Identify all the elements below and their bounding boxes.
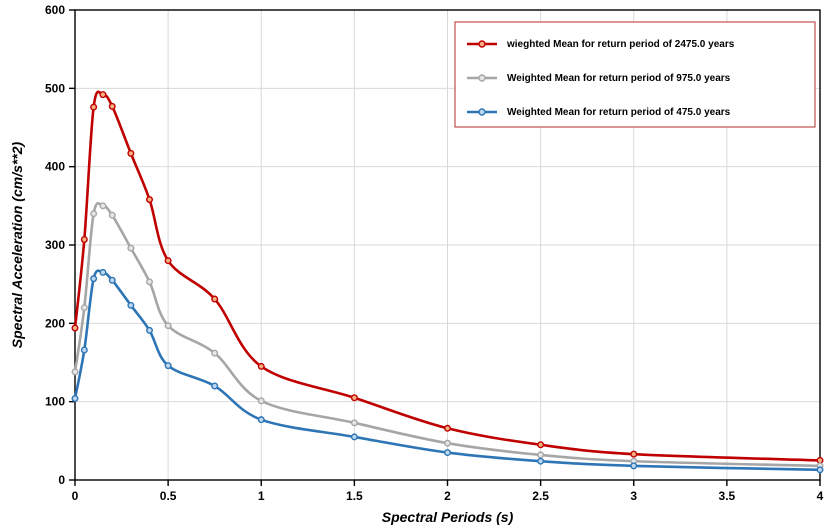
x-tick-label: 1.5 [346, 489, 363, 503]
series-marker-rp475 [445, 450, 451, 456]
legend-label-rp475: Weighted Mean for return period of 475.0… [507, 107, 731, 118]
series-marker-rp2475 [165, 258, 171, 264]
series-marker-rp475 [128, 303, 134, 309]
y-tick-label: 300 [45, 238, 65, 252]
series-marker-rp975 [445, 440, 451, 446]
series-marker-rp975 [100, 203, 106, 209]
series-marker-rp2475 [72, 325, 78, 331]
series-marker-rp475 [631, 463, 637, 469]
x-tick-label: 0 [72, 489, 79, 503]
series-marker-rp975 [352, 420, 358, 426]
y-tick-label: 400 [45, 160, 65, 174]
series-marker-rp2475 [100, 92, 106, 98]
series-marker-rp475 [91, 276, 97, 282]
legend-label-rp975: Weighted Mean for return period of 975.0… [507, 73, 731, 84]
series-marker-rp975 [128, 245, 134, 251]
x-tick-label: 1 [258, 489, 265, 503]
series-marker-rp475 [147, 328, 153, 334]
y-tick-label: 500 [45, 81, 65, 95]
y-axis-label: Spectral Acceleration (cm/s**2) [9, 141, 25, 348]
y-tick-label: 100 [45, 395, 65, 409]
series-marker-rp475 [352, 434, 358, 440]
series-marker-rp475 [817, 467, 823, 473]
series-marker-rp475 [82, 347, 88, 353]
legend: wieghted Mean for return period of 2475.… [455, 22, 815, 127]
x-tick-label: 2.5 [532, 489, 549, 503]
series-marker-rp475 [165, 363, 171, 369]
series-marker-rp475 [109, 277, 115, 283]
legend-marker-rp975 [479, 75, 485, 81]
spectral-chart: 0 0.5 1 1.5 2 2.5 3 3.5 4 0 100 200 300 400 500 600 Spec… [0, 0, 835, 529]
x-tick-label: 3.5 [719, 489, 736, 503]
series-marker-rp975 [91, 211, 97, 217]
x-tick-label: 2 [444, 489, 451, 503]
series-marker-rp2475 [538, 442, 544, 448]
chart-svg: 0 0.5 1 1.5 2 2.5 3 3.5 4 0 100 200 300 400 500 600 Spec… [0, 0, 835, 529]
series-marker-rp2475 [352, 395, 358, 401]
x-axis-label: Spectral Periods (s) [382, 509, 514, 525]
y-tick-label: 600 [45, 3, 65, 17]
series-marker-rp2475 [631, 451, 637, 457]
series-marker-rp2475 [258, 364, 264, 370]
series-marker-rp975 [538, 452, 544, 458]
series-marker-rp2475 [128, 151, 134, 157]
y-tick-label: 200 [45, 316, 65, 330]
series-marker-rp975 [212, 350, 218, 356]
x-tick-label: 4 [817, 489, 824, 503]
series-marker-rp475 [72, 396, 78, 402]
series-marker-rp2475 [91, 104, 97, 110]
series-marker-rp475 [212, 383, 218, 389]
series-marker-rp2475 [817, 458, 823, 464]
series-marker-rp2475 [147, 197, 153, 203]
series-marker-rp475 [100, 270, 106, 276]
series-marker-rp475 [538, 458, 544, 464]
series-marker-rp975 [72, 369, 78, 375]
legend-marker-rp2475 [479, 41, 485, 47]
series-marker-rp2475 [212, 296, 218, 302]
series-marker-rp975 [165, 323, 171, 329]
series-marker-rp975 [82, 305, 88, 311]
legend-marker-rp475 [479, 109, 485, 115]
series-marker-rp2475 [82, 237, 88, 243]
series-marker-rp975 [258, 398, 264, 404]
series-marker-rp475 [258, 417, 264, 423]
series-marker-rp2475 [445, 426, 451, 432]
x-tick-label: 3 [630, 489, 637, 503]
x-tick-label: 0.5 [160, 489, 177, 503]
series-marker-rp975 [147, 279, 153, 285]
series-marker-rp2475 [109, 104, 115, 110]
y-tick-label: 0 [58, 473, 65, 487]
legend-label-rp2475: wieghted Mean for return period of 2475.… [506, 39, 735, 50]
series-marker-rp975 [109, 212, 115, 218]
